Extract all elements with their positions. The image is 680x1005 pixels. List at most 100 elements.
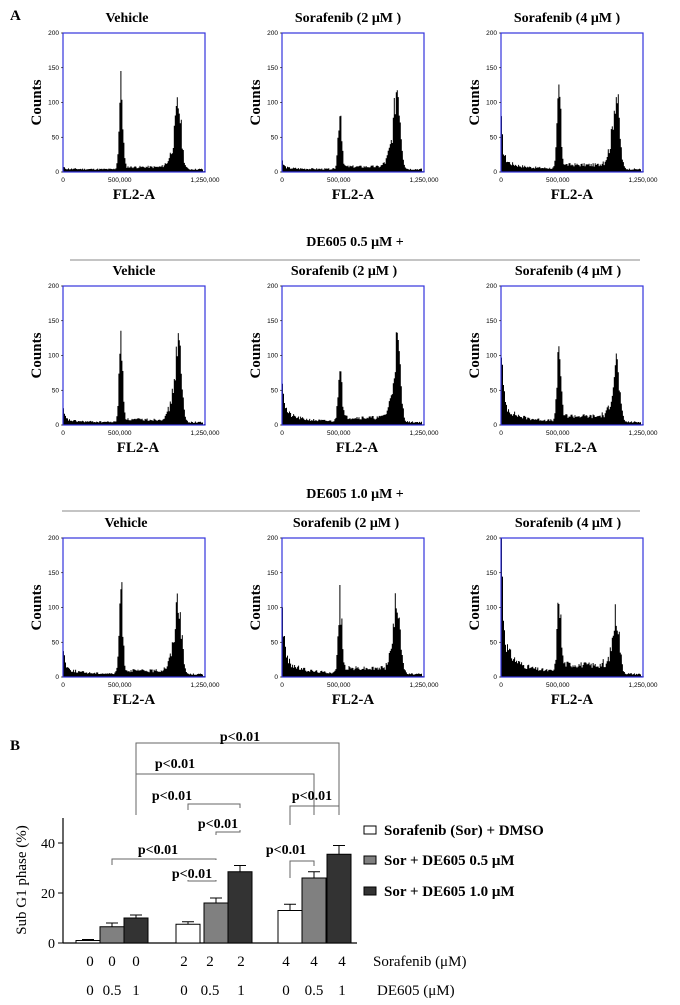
y-tick-label: 200: [267, 535, 278, 542]
legend-swatch: [363, 855, 377, 865]
y-tick-label: 0: [55, 169, 59, 176]
x-tick-label: 500,000: [546, 682, 570, 689]
x-axis-label: FL2-A: [336, 440, 379, 456]
y-tick-label: 150: [48, 570, 59, 577]
legend-label: Sorafenib (Sor) + DMSO: [384, 823, 544, 839]
histogram-distribution: [501, 346, 644, 425]
histogram-panel: Sorafenib (4 μM ) 0 50 100 150 200 0 500,000 1,2…: [467, 11, 658, 203]
y-tick-label: 200: [486, 30, 497, 37]
x-tick-label: 0: [280, 682, 284, 689]
x-tick-label: 1,250,000: [191, 430, 220, 437]
de605-value-label: 0: [282, 983, 290, 999]
x-tick-label: 500,000: [327, 682, 351, 689]
bar: [123, 917, 149, 944]
x-axis-label: FL2-A: [113, 692, 156, 708]
significance-bracket: [111, 858, 217, 865]
y-tick-label: 150: [486, 318, 497, 325]
histogram-distribution: [282, 332, 425, 425]
x-axis-label: FL2-A: [555, 440, 598, 456]
histogram-distribution: [63, 71, 206, 172]
x-tick-label: 500,000: [546, 430, 570, 437]
histogram-title: Sorafenib (2 μM ): [295, 11, 402, 26]
sorafenib-value-label: 2: [237, 954, 245, 970]
de605-row-label: DE605 (μM): [377, 983, 455, 999]
significance-label: p<0.01: [266, 843, 306, 858]
x-tick-label: 0: [61, 177, 65, 184]
x-axis-label: FL2-A: [551, 187, 594, 203]
x-tick-label: 1,250,000: [629, 430, 658, 437]
significance-bracket: [187, 803, 241, 810]
y-tick-label: 50: [490, 639, 498, 646]
significance-label: p<0.01: [292, 789, 332, 804]
bar: [277, 910, 303, 944]
y-axis-label: Counts: [29, 79, 45, 125]
y-tick-label: 150: [267, 570, 278, 577]
y-tick-label: 0: [55, 674, 59, 681]
legend-swatch: [363, 886, 377, 896]
significance-bracket: [187, 880, 217, 882]
y-tick-label: 100: [48, 353, 59, 360]
de605-value-label: 0: [180, 983, 188, 999]
x-tick-label: 500,000: [546, 177, 570, 184]
y-tick-label: 100: [48, 605, 59, 612]
y-tick-label: 50: [490, 134, 498, 141]
sorafenib-value-label: 4: [338, 954, 346, 970]
x-tick-label: 0: [61, 682, 65, 689]
x-axis-label: FL2-A: [551, 692, 594, 708]
x-tick-label: 0: [499, 177, 503, 184]
histogram-panel: Sorafenib (2 μM ) 0 50 100 150 200 0 500,000 1,2…: [248, 264, 439, 456]
y-tick-label: 50: [52, 134, 60, 141]
y-axis-label: Counts: [467, 332, 483, 378]
y-tick-label: 0: [493, 422, 497, 429]
x-tick-label: 1,250,000: [410, 682, 439, 689]
histogram-distribution: [63, 582, 206, 677]
de605-value-label: 0.5: [305, 983, 324, 999]
x-axis-label: FL2-A: [332, 692, 375, 708]
y-tick-label: 0: [48, 937, 55, 952]
histogram-title: Sorafenib (4 μM ): [514, 11, 621, 26]
bar: [99, 926, 125, 944]
y-tick-label: 200: [48, 283, 59, 290]
y-axis-label: Counts: [248, 332, 264, 378]
y-tick-label: 100: [267, 100, 278, 107]
x-tick-label: 500,000: [108, 430, 132, 437]
histogram-panel: Sorafenib (2 μM ) 0 50 100 150 200 0 500,000 1,2…: [248, 516, 439, 708]
x-tick-label: 1,250,000: [629, 177, 658, 184]
significance-bracket: [135, 773, 315, 815]
sorafenib-value-label: 4: [310, 954, 318, 970]
x-tick-label: 1,250,000: [191, 682, 220, 689]
y-axis-label: Counts: [248, 79, 264, 125]
x-tick-label: 500,000: [327, 430, 351, 437]
significance-bracket: [289, 860, 315, 878]
x-axis-label: FL2-A: [113, 187, 156, 203]
significance-annotation: p<0.01: [266, 843, 315, 878]
sorafenib-value-label: 0: [86, 954, 94, 970]
histogram-title: Sorafenib (2 μM ): [293, 516, 400, 531]
y-tick-label: 50: [490, 387, 498, 394]
sorafenib-row-label: Sorafenib (μM): [373, 954, 466, 970]
x-tick-label: 1,250,000: [629, 682, 658, 689]
bar: [326, 853, 352, 944]
de605-value-label: 0: [86, 983, 94, 999]
significance-annotation: p<0.01: [172, 867, 217, 882]
y-tick-label: 150: [267, 318, 278, 325]
x-tick-label: 500,000: [108, 177, 132, 184]
x-tick-label: 1,250,000: [410, 430, 439, 437]
bar: [301, 877, 327, 944]
y-tick-label: 100: [486, 100, 497, 107]
legend-label: Sor + DE605 1.0 μM: [384, 884, 515, 900]
y-tick-label: 200: [48, 535, 59, 542]
histogram-title: Sorafenib (4 μM ): [515, 516, 622, 531]
group-label: DE605 1.0 μM +: [306, 487, 404, 502]
bar: [175, 923, 201, 944]
y-axis-label: Counts: [467, 584, 483, 630]
x-tick-label: 0: [499, 430, 503, 437]
y-tick-label: 150: [48, 65, 59, 72]
histogram-panel: Vehicle 0 50 100 150 200 0 500,000 1,250,000 Coun…: [29, 264, 220, 456]
panel-a-label: A: [10, 8, 21, 24]
y-tick-label: 0: [493, 169, 497, 176]
y-tick-label: 100: [486, 605, 497, 612]
y-axis-label: Counts: [248, 584, 264, 630]
histogram-title: Sorafenib (4 μM ): [515, 264, 622, 279]
